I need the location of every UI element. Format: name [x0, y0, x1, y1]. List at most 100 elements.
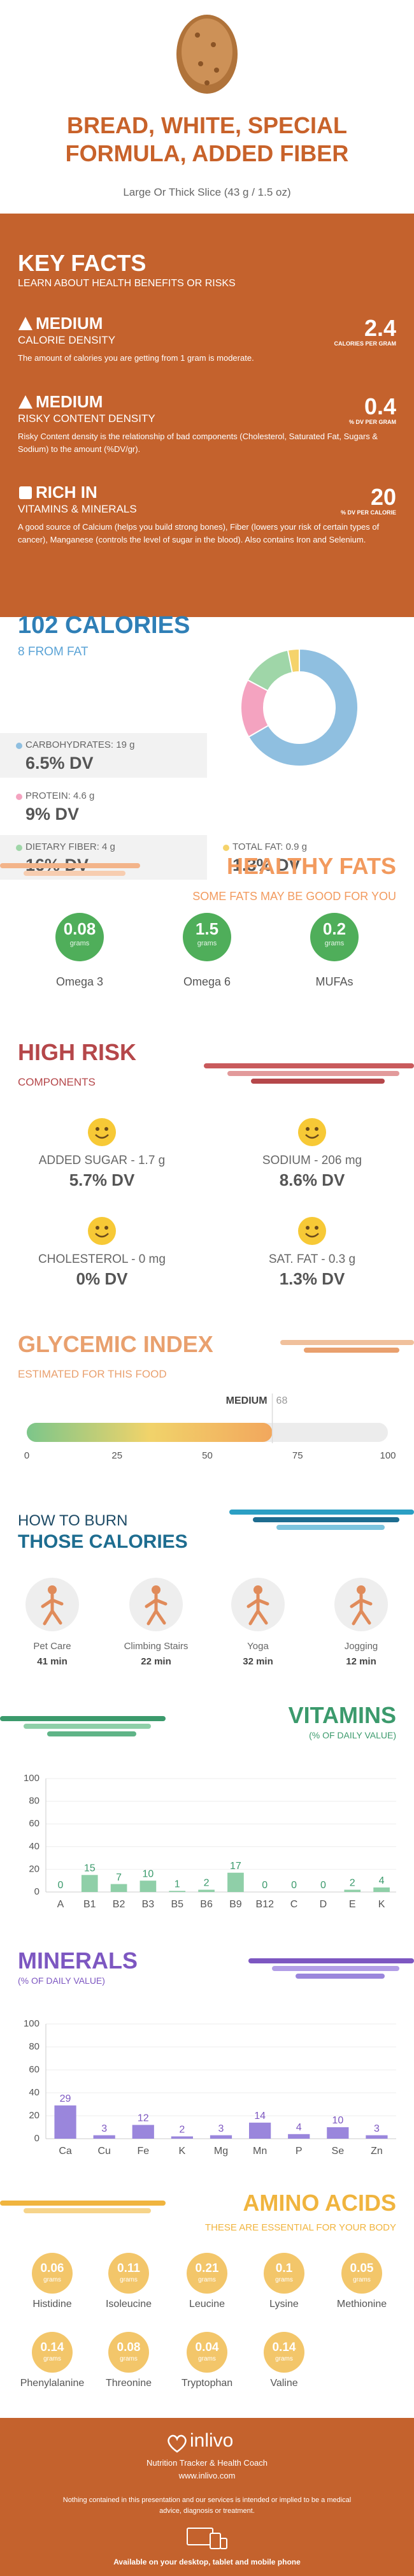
smiley [298, 1118, 326, 1146]
x-tick-label: E [349, 1899, 356, 1910]
activity-icon [129, 1578, 183, 1631]
amino-badge [187, 2253, 227, 2294]
amino-name: Methionine [336, 2299, 387, 2310]
amino-value: 0.11 [117, 2262, 140, 2275]
phone-icon [220, 2538, 227, 2549]
amino-name: Leucine [189, 2299, 225, 2310]
x-tick-label: Zn [371, 2146, 383, 2157]
fact-name: RISKY CONTENT DENSITY [18, 412, 155, 425]
fact-icon [18, 395, 32, 409]
smiley-mouth [95, 1134, 109, 1139]
bar [249, 2122, 271, 2139]
bar [210, 2135, 232, 2139]
fat-unit: grams [324, 940, 345, 947]
key-facts-background [0, 214, 414, 617]
value-label: 2 [179, 2125, 185, 2136]
fact-value: 0.4 [364, 393, 396, 419]
amino-value: 0.14 [272, 2341, 296, 2354]
chart-subtitle: ESTIMATED FOR THIS FOOD [18, 1368, 167, 1380]
bar [171, 2136, 193, 2139]
legend-dot [16, 743, 22, 749]
legend-dv: 6.5% DV [25, 753, 94, 773]
x-tick-label: 0 [24, 1450, 29, 1461]
activity-name: Pet Care [33, 1641, 71, 1652]
page-title: BREAD, WHITE, SPECIAL FORMULA, ADDED FIB… [65, 112, 349, 166]
footer-url: www.inlivo.com [178, 2471, 236, 2480]
x-tick-label: B2 [113, 1899, 125, 1910]
section-title: THOSE CALORIES [18, 1531, 188, 1552]
section-title: KEY FACTS [18, 250, 146, 276]
fat-value: 0.2 [322, 919, 346, 938]
amino-name: Isoleucine [105, 2299, 152, 2310]
pie-slice [247, 648, 359, 767]
amino-unit: grams [198, 2276, 216, 2283]
value-label: 14 [254, 2111, 266, 2121]
fat-name: MUFAs [315, 975, 353, 988]
legend-row-background [0, 733, 207, 778]
page-subtitle: Large Or Thick Slice (43 g / 1.5 oz) [123, 186, 291, 198]
amino-badge [264, 2332, 304, 2373]
x-tick-label: B5 [171, 1899, 183, 1910]
gauge-chart: MEDIUM 68 0 25 50 75 100 [24, 1394, 396, 1461]
activity-time: 22 min [141, 1656, 171, 1667]
fat-unit: grams [69, 940, 90, 947]
smiley-eye [104, 1226, 108, 1230]
amino-unit: grams [275, 2276, 293, 2283]
amino-badge [32, 2332, 73, 2373]
fat-circle [55, 913, 104, 961]
x-tick-label: B9 [229, 1899, 242, 1910]
bar [288, 2134, 310, 2139]
fact-description: A good source of Calcium (helps you buil… [18, 522, 380, 544]
gauge-bar [27, 1423, 273, 1442]
decoration-stripes [280, 1340, 414, 1353]
value-label: 3 [101, 2123, 107, 2134]
value-label: 17 [230, 1861, 241, 1872]
bar [373, 1887, 390, 1892]
x-tick-label: 25 [111, 1450, 122, 1461]
smiley-eye [96, 1226, 99, 1230]
pie-slice [287, 648, 300, 674]
amino-circle [264, 2332, 304, 2373]
value-label: 10 [332, 2115, 343, 2126]
y-tick-label: 0 [34, 1886, 39, 1897]
section-subtitle: LEARN ABOUT HEALTH BENEFITS OR RISKS [18, 278, 236, 289]
amino-circle [32, 2332, 73, 2373]
amino-circle [264, 2253, 304, 2294]
section-title: AMINO ACIDS [243, 2190, 396, 2216]
amino-unit: grams [120, 2355, 138, 2362]
section-title: HIGH RISK [18, 1039, 137, 1065]
amino-unit: grams [43, 2276, 61, 2283]
risk-dv: 8.6% DV [279, 1170, 345, 1190]
y-tick-label: 20 [29, 1863, 39, 1874]
fact-value: 2.4 [364, 315, 396, 341]
activity-icon [231, 1578, 285, 1631]
activity-time: 41 min [37, 1656, 68, 1667]
risk-label: SAT. FAT - 0.3 g [268, 1253, 356, 1266]
smiley-face [298, 1118, 326, 1146]
amino-circle [32, 2253, 73, 2294]
y-tick-label: 40 [29, 1841, 39, 1852]
value-label: 7 [116, 1872, 122, 1883]
bar [198, 1889, 215, 1892]
amino-value: 0.08 [117, 2341, 141, 2354]
figure-head [357, 1585, 366, 1594]
smiley-face [88, 1118, 116, 1146]
amino-value: 0.06 [40, 2262, 64, 2275]
bread-image [176, 15, 238, 94]
fat-badge [310, 913, 359, 961]
smiley-eye [96, 1127, 99, 1131]
value-label: 1 [175, 1879, 180, 1889]
chart-title: VITAMINS [288, 1702, 396, 1728]
fact-name: VITAMINS & MINERALS [18, 503, 137, 515]
x-tick-label: B6 [200, 1899, 213, 1910]
smiley-mouth [95, 1233, 109, 1238]
y-tick-label: 80 [29, 2041, 39, 2052]
x-tick-label: Ca [59, 2146, 72, 2157]
x-tick-label: B12 [256, 1899, 275, 1910]
bread-seed [204, 80, 210, 85]
chart-title: GLYCEMIC INDEX [18, 1331, 213, 1357]
amino-circle [108, 2332, 149, 2373]
warning-icon [18, 395, 32, 409]
legend-marker [16, 794, 22, 800]
